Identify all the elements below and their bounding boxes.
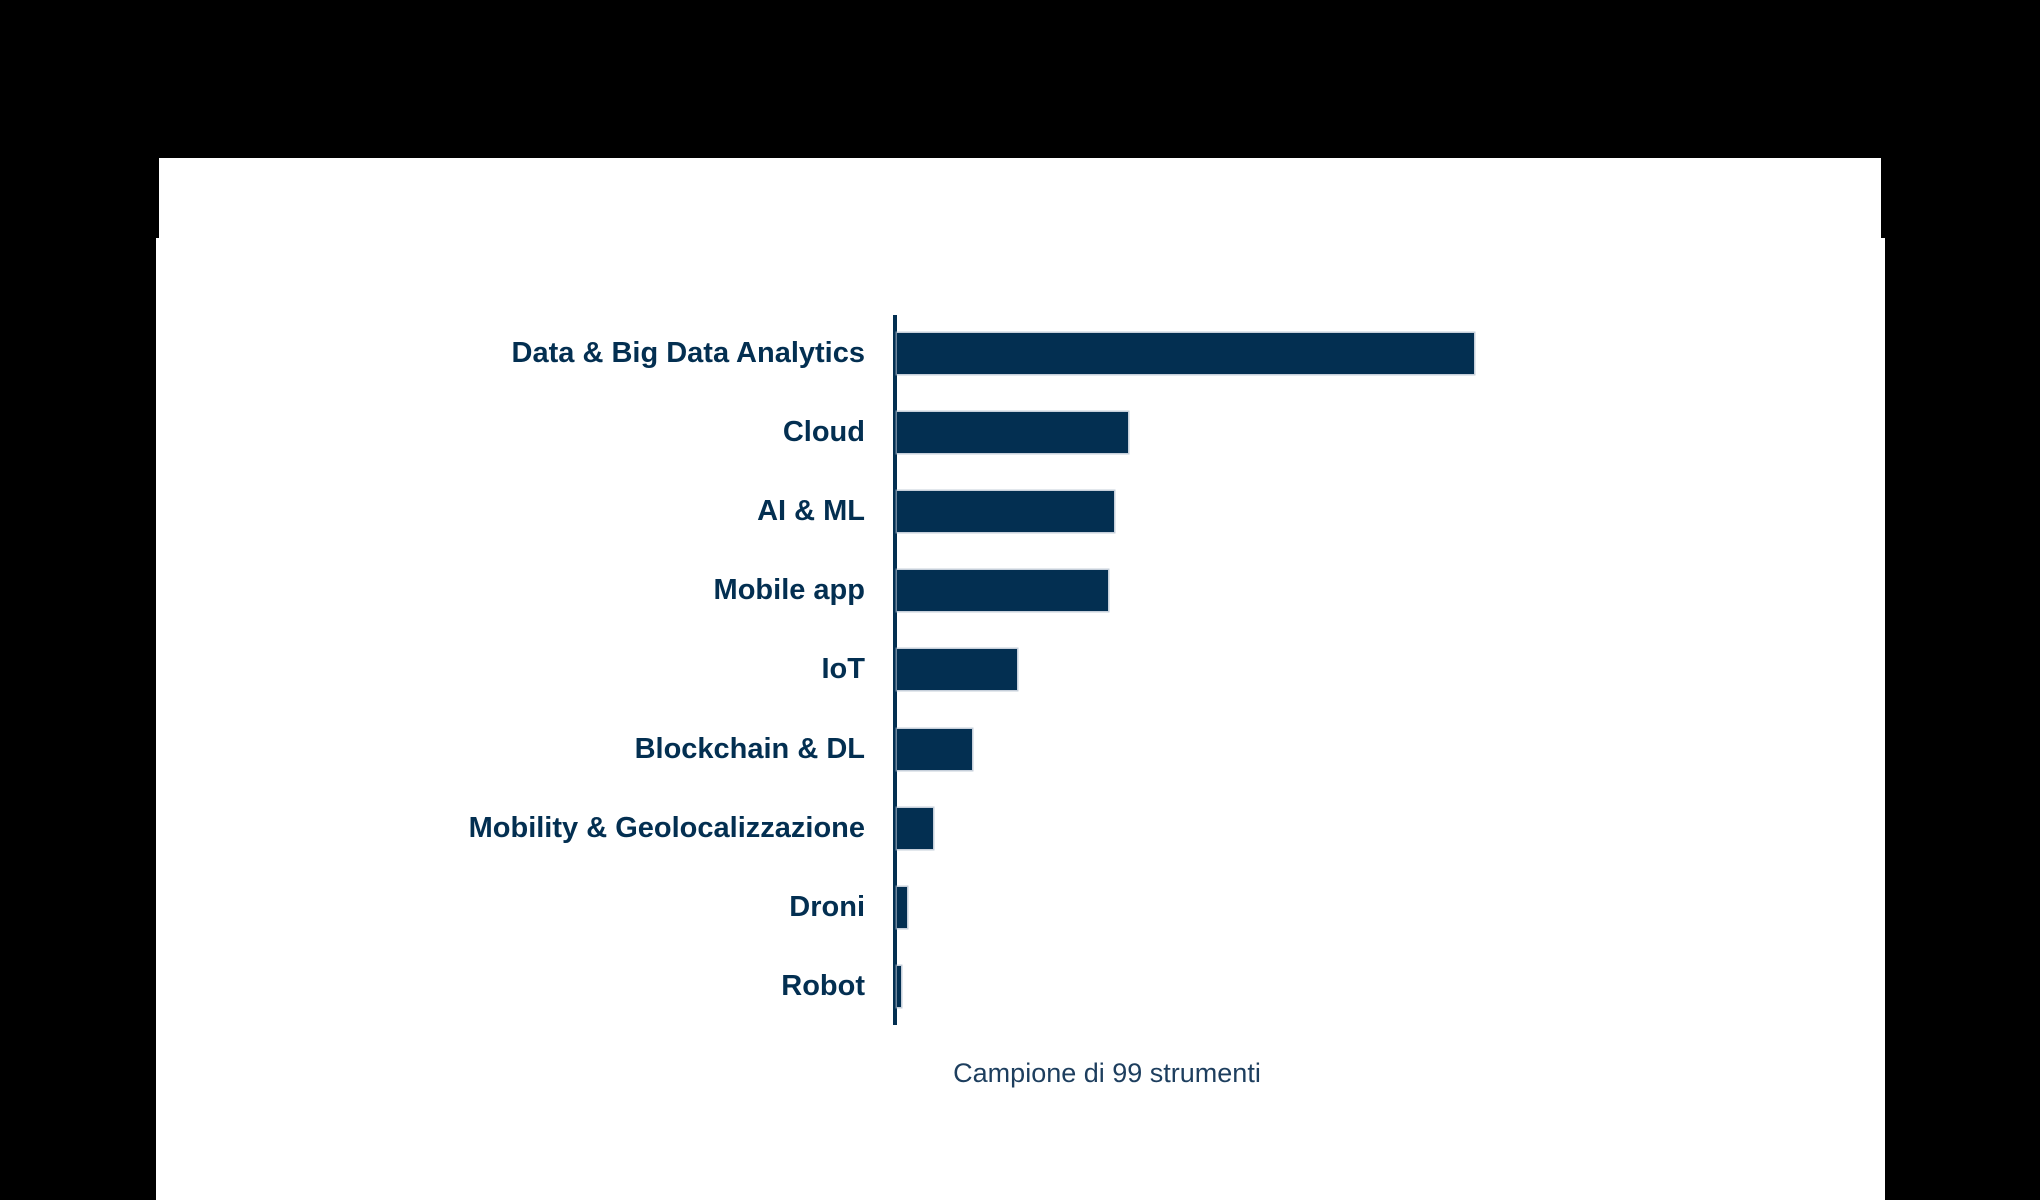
- category-label: Cloud: [782, 416, 865, 449]
- chart-row: Cloud: [156, 412, 1885, 454]
- category-label: Mobile app: [713, 574, 865, 607]
- category-label: Robot: [781, 969, 865, 1002]
- card-top-left-notch: [156, 158, 159, 238]
- bar: [897, 333, 1474, 374]
- category-label: Droni: [789, 890, 865, 923]
- chart-row: Droni: [156, 886, 1885, 928]
- chart-row: Data & Big Data Analytics: [156, 333, 1885, 374]
- chart-card: Data & Big Data Analytics Cloud AI & ML Mob…: [156, 158, 1885, 1200]
- category-label: Blockchain & DL: [634, 732, 865, 765]
- bar: [897, 728, 972, 770]
- bar: [897, 965, 901, 1007]
- bar: [897, 491, 1114, 533]
- category-label: Mobility & Geolocalizzazione: [468, 811, 865, 844]
- bar: [897, 807, 933, 849]
- chart-caption: Campione di 99 strumenti: [953, 1058, 1261, 1088]
- chart-row: IoT: [156, 649, 1885, 691]
- chart-row: AI & ML: [156, 491, 1885, 533]
- bar: [897, 649, 1017, 691]
- bar: [897, 412, 1128, 454]
- card-top-right-notch: [1881, 158, 1885, 238]
- bar-chart: Data & Big Data Analytics Cloud AI & ML Mob…: [156, 158, 1885, 1200]
- category-label: AI & ML: [757, 495, 865, 528]
- chart-row: Mobile app: [156, 570, 1885, 612]
- chart-row: Blockchain & DL: [156, 728, 1885, 770]
- chart-row: Mobility & Geolocalizzazione: [156, 807, 1885, 849]
- category-label: IoT: [821, 653, 866, 686]
- bar: [897, 886, 907, 928]
- category-label: Data & Big Data Analytics: [511, 337, 865, 369]
- chart-row: Robot: [156, 965, 1885, 1007]
- bar: [897, 570, 1108, 612]
- category-axis-line: [893, 315, 897, 1025]
